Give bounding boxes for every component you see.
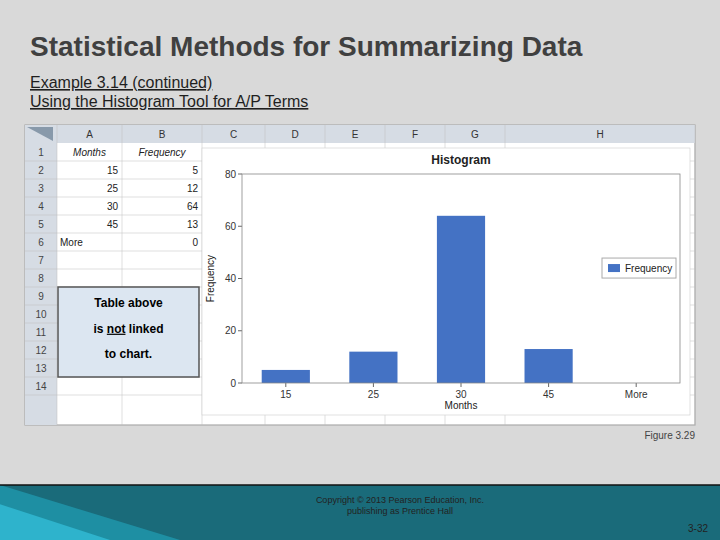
row-header-bar [25, 125, 57, 425]
x-tick-label: 45 [543, 389, 555, 400]
legend-swatch [608, 264, 620, 272]
copyright: Copyright © 2013 Pearson Education, Inc.… [316, 495, 484, 516]
x-tick-label: 25 [368, 389, 380, 400]
row-number: 10 [35, 309, 47, 320]
row-number: 2 [38, 165, 44, 176]
row-number: 6 [38, 237, 44, 248]
footer-decoration [0, 504, 110, 540]
cell: 64 [187, 201, 199, 212]
footer-bar [0, 485, 720, 540]
footer-decoration [0, 485, 180, 540]
y-tick [238, 383, 242, 384]
row-number: 14 [35, 381, 47, 392]
row-number: 9 [38, 291, 44, 302]
column-letter: F [412, 129, 418, 140]
row-number: 4 [38, 201, 44, 212]
slide: Statistical Methods for Summarizing Data… [0, 0, 720, 540]
x-tick-label: 30 [455, 389, 467, 400]
cell: More [60, 237, 83, 248]
legend: Frequency [602, 258, 676, 278]
y-tick-label: 40 [225, 273, 237, 284]
grid-divider [122, 125, 123, 425]
chart-title: Histogram [431, 153, 490, 167]
cell: 0 [192, 237, 198, 248]
bar [525, 349, 573, 383]
column-header-bar [25, 125, 695, 143]
grid-divider [57, 125, 58, 425]
chart-area [202, 148, 690, 415]
note-text-part: is [93, 322, 106, 336]
cell-header: Months [73, 147, 106, 158]
legend-box [602, 258, 676, 278]
cell: 25 [107, 183, 119, 194]
x-tick [285, 383, 286, 387]
column-letter: B [159, 129, 166, 140]
y-tick-label: 60 [225, 221, 237, 232]
slide-number: 3-32 [688, 523, 708, 534]
x-tick [461, 383, 462, 387]
y-tick-label: 0 [230, 378, 236, 389]
x-tick [636, 383, 637, 387]
y-tick [238, 174, 242, 175]
column-letter: H [596, 129, 603, 140]
column-letter: G [471, 129, 479, 140]
cell: 12 [187, 183, 199, 194]
note-text: is not linked [93, 322, 163, 336]
cell: 13 [187, 219, 199, 230]
cell-header: Frequency [138, 147, 186, 158]
spreadsheet [25, 125, 695, 425]
figure-caption: Figure 3.29 [644, 430, 695, 441]
plot-frame [242, 174, 680, 383]
note-text-part: linked [125, 322, 163, 336]
note-text: to chart. [105, 347, 152, 361]
cell: 5 [192, 165, 198, 176]
row-number: 5 [38, 219, 44, 230]
cell: 30 [107, 201, 119, 212]
note-text-part: not [107, 322, 126, 336]
y-axis-label: Frequency [205, 255, 216, 302]
column-letter: C [230, 129, 237, 140]
row-number: 11 [36, 327, 47, 338]
row-number: 7 [38, 255, 44, 266]
note-text: Table above [94, 296, 163, 310]
row-number: 12 [35, 345, 47, 356]
column-letter: A [86, 129, 93, 140]
column-letter: D [291, 129, 298, 140]
row-number: 13 [35, 363, 47, 374]
y-tick [238, 278, 242, 279]
subtitle: Example 3.14 (continued) [30, 74, 212, 91]
x-tick-label: 15 [280, 389, 292, 400]
copyright-line: Copyright © 2013 Pearson Education, Inc. [316, 495, 484, 505]
corner-marker [27, 127, 53, 141]
slide-title: Statistical Methods for Summarizing Data [30, 31, 583, 62]
note-box [58, 287, 199, 377]
legend-label: Frequency [625, 263, 672, 274]
cell: 15 [107, 165, 119, 176]
row-number: 1 [38, 147, 44, 158]
background [0, 0, 720, 540]
y-tick-label: 80 [225, 169, 237, 180]
y-tick [238, 330, 242, 331]
bar [437, 216, 485, 383]
cell: 45 [107, 219, 119, 230]
x-tick [548, 383, 549, 387]
copyright-line: publishing as Prentice Hall [347, 506, 453, 516]
y-tick [238, 226, 242, 227]
x-tick [373, 383, 374, 387]
footer-rule [0, 484, 720, 486]
bar [262, 370, 310, 383]
grid-divider [695, 125, 696, 425]
bars [262, 216, 573, 383]
note-text-part: Table above [94, 296, 163, 310]
x-tick-label: More [625, 389, 648, 400]
column-letter: E [352, 129, 359, 140]
x-axis-label: Months [445, 400, 478, 411]
row-number: 8 [38, 273, 44, 284]
y-tick-label: 20 [225, 325, 237, 336]
subtitle: Using the Histogram Tool for A/P Terms [30, 93, 308, 110]
bar [349, 352, 397, 383]
row-number: 3 [38, 183, 44, 194]
note-text-part: to chart. [105, 347, 152, 361]
